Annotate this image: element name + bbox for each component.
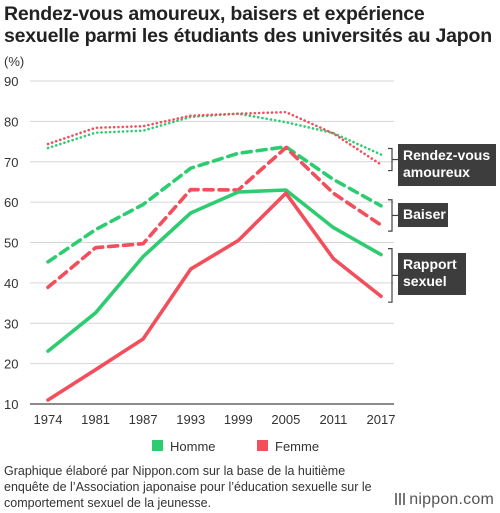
y-tick-label: 20 xyxy=(4,357,18,372)
logo-text: nippon.com xyxy=(409,491,494,508)
y-tick-label: 10 xyxy=(4,397,18,412)
legend-label-homme: Homme xyxy=(170,439,216,454)
x-tick-label: 1974 xyxy=(34,412,63,427)
x-tick-label: 1999 xyxy=(224,412,253,427)
y-tick-label: 60 xyxy=(4,195,18,210)
y-tick-label: 70 xyxy=(4,155,18,170)
series-line-rapport-sexuel-femme xyxy=(46,191,383,402)
y-axis-ticks: (%) 10 20 30 40 50 60 70 80 90 xyxy=(4,54,24,412)
legend: Homme Femme xyxy=(152,439,319,454)
y-tick-label: 80 xyxy=(4,114,18,129)
x-tick-label: 1981 xyxy=(81,412,110,427)
group-label: Rapport sexuel xyxy=(403,256,457,289)
group-label-box xyxy=(398,203,448,227)
x-axis-ticks: 1974 1981 1987 1993 1999 2005 2011 2017 xyxy=(34,412,396,427)
series-line-baiser-femme xyxy=(46,145,383,290)
y-unit-label: (%) xyxy=(4,54,24,69)
legend-label-femme: Femme xyxy=(275,439,319,454)
series-lines xyxy=(46,110,383,402)
x-tick-label: 2005 xyxy=(271,412,300,427)
series-line-rendez-vous-amoureux-femme xyxy=(46,110,383,166)
group-labels: Rendez-vous amoureux Baiser Rapport sexuel xyxy=(388,144,496,303)
nippon-logo: nippon.com xyxy=(395,491,494,509)
y-tick-label: 50 xyxy=(4,236,18,251)
series-line-rapport-sexuel-homme xyxy=(46,188,383,353)
group-bracket xyxy=(388,199,393,232)
group-label-box xyxy=(398,253,466,295)
legend-swatch-homme xyxy=(152,440,163,451)
group-label: Rendez-vous amoureux xyxy=(403,147,490,180)
group-label: Baiser xyxy=(403,206,446,222)
x-tick-label: 2011 xyxy=(319,412,347,427)
group-label-box xyxy=(398,144,496,186)
x-tick-label: 2017 xyxy=(367,412,396,427)
legend-swatch-femme xyxy=(257,440,268,451)
source-footnote: Graphique élaboré par Nippon.com sur la … xyxy=(4,464,372,510)
y-tick-label: 90 xyxy=(4,74,18,89)
logo-icon xyxy=(395,493,406,505)
x-tick-label: 1993 xyxy=(176,412,205,427)
y-tick-label: 40 xyxy=(4,276,18,291)
series-line-rendez-vous-amoureux-homme xyxy=(46,112,383,156)
gridlines xyxy=(30,80,394,405)
series-line-baiser-homme xyxy=(46,145,383,264)
group-bracket xyxy=(388,147,393,172)
x-tick-label: 1987 xyxy=(129,412,158,427)
chart-title: Rendez-vous amoureux, baisers et expérie… xyxy=(4,3,492,47)
y-tick-label: 30 xyxy=(4,316,18,331)
group-bracket xyxy=(388,248,393,303)
